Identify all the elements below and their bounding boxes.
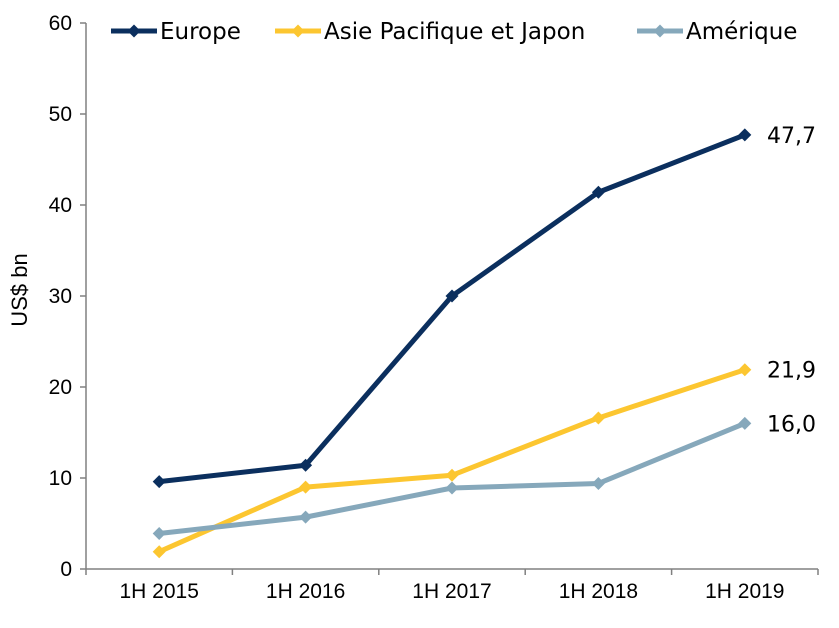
- data-point: [152, 545, 166, 559]
- data-point: [299, 480, 313, 494]
- data-point: [738, 363, 752, 377]
- legend-label: Europe: [160, 19, 241, 45]
- y-tick-label: 50: [49, 103, 72, 126]
- legend-label: Asie Pacifique et Japon: [324, 19, 585, 45]
- x-tick-label: 1H 2015: [119, 580, 198, 603]
- legend-marker: [653, 24, 667, 38]
- x-tick-label: 1H 2016: [266, 580, 345, 603]
- x-tick-label: 1H 2019: [705, 580, 784, 603]
- y-tick-label: 0: [60, 558, 72, 581]
- axes: 0 10 20 30 40 50 60 1H 2015 1H 2016 1H 2017 1H 201…: [49, 12, 819, 603]
- data-point: [152, 475, 166, 489]
- end-value-label: 16,0: [767, 412, 816, 437]
- end-value-label: 21,9: [767, 359, 816, 384]
- data-point: [445, 481, 459, 495]
- data-point: [738, 128, 752, 142]
- series-line-0: [158, 132, 746, 485]
- legend-marker: [127, 24, 141, 38]
- data-labels: 47,7 21,9 16,0: [767, 124, 816, 437]
- y-tick-label: 60: [49, 12, 72, 35]
- y-axis-title: US$ bn: [7, 253, 32, 326]
- data-point: [445, 289, 459, 303]
- data-point: [591, 185, 605, 199]
- end-value-label: 47,7: [767, 124, 816, 149]
- data-point: [738, 416, 752, 430]
- y-tick-label: 30: [49, 285, 72, 308]
- series-layer: [152, 128, 752, 559]
- legend-marker: [291, 24, 305, 38]
- y-tick-label: 40: [49, 194, 72, 217]
- legend-label: Amérique: [686, 19, 797, 45]
- data-point: [591, 476, 605, 490]
- data-point: [299, 510, 313, 524]
- data-point: [152, 527, 166, 541]
- data-point: [299, 458, 313, 472]
- x-tick-label: 1H 2017: [412, 580, 491, 603]
- x-tick-label: 1H 2018: [559, 580, 638, 603]
- data-point: [591, 411, 605, 425]
- legend: Europe Asie Pacifique et Japon Amérique: [111, 19, 797, 45]
- y-tick-label: 20: [49, 376, 72, 399]
- data-point: [445, 468, 459, 482]
- y-tick-label: 10: [49, 467, 72, 490]
